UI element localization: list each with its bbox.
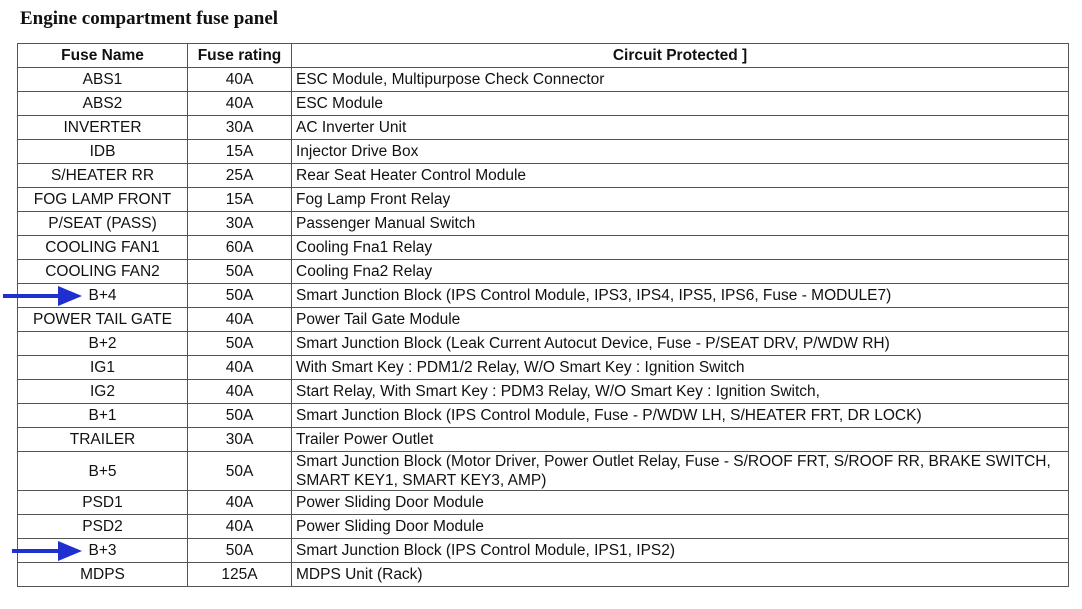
- fuse-name-cell: IDB: [17, 139, 188, 164]
- table-row: B+4 50A Smart Junction Block (IPS Control …: [17, 283, 1069, 308]
- table-row: B+5 50A Smart Junction Block (Motor Driver…: [17, 451, 1069, 491]
- table-row: B+3 50A Smart Junction Block (IPS Control …: [17, 538, 1069, 563]
- circuit-cell: ESC Module: [291, 91, 1069, 116]
- circuit-cell: Injector Drive Box: [291, 139, 1069, 164]
- fuse-name-cell: COOLING FAN1: [17, 235, 188, 260]
- header-fuse-name: Fuse Name: [17, 43, 188, 68]
- fuse-rating-cell: 30A: [187, 427, 292, 452]
- table-row: TRAILER 30A Trailer Power Outlet: [17, 427, 1069, 452]
- fuse-name-cell: POWER TAIL GATE: [17, 307, 188, 332]
- fuse-rating-cell: 40A: [187, 307, 292, 332]
- circuit-cell: Cooling Fna2 Relay: [291, 259, 1069, 284]
- fuse-rating-cell: 50A: [187, 451, 292, 491]
- fuse-name-cell: COOLING FAN2: [17, 259, 188, 284]
- fuse-name-cell: B+5: [17, 451, 188, 491]
- table-header-row: Fuse Name Fuse rating Circuit Protected …: [17, 43, 1069, 68]
- fuse-name-cell: S/HEATER RR: [17, 163, 188, 188]
- circuit-cell: Rear Seat Heater Control Module: [291, 163, 1069, 188]
- table-row: MDPS 125A MDPS Unit (Rack): [17, 562, 1069, 587]
- fuse-name-cell: TRAILER: [17, 427, 188, 452]
- header-fuse-rating: Fuse rating: [187, 43, 292, 68]
- table-row: IG2 40A Start Relay, With Smart Key : PDM3…: [17, 379, 1069, 404]
- circuit-cell: Power Sliding Door Module: [291, 514, 1069, 539]
- circuit-cell: Power Sliding Door Module: [291, 490, 1069, 515]
- circuit-cell: Smart Junction Block (IPS Control Module…: [291, 283, 1069, 308]
- fuse-name-cell: P/SEAT (PASS): [17, 211, 188, 236]
- table-row: ABS1 40A ESC Module, Multipurpose Check Co…: [17, 67, 1069, 92]
- fuse-rating-cell: 15A: [187, 187, 292, 212]
- circuit-cell: ESC Module, Multipurpose Check Connector: [291, 67, 1069, 92]
- table-row: INVERTER 30A AC Inverter Unit: [17, 115, 1069, 140]
- table-row: B+2 50A Smart Junction Block (Leak Current…: [17, 331, 1069, 356]
- fuse-name-cell: ABS1: [17, 67, 188, 92]
- table-row: P/SEAT (PASS) 30A Passenger Manual Switch: [17, 211, 1069, 236]
- table-row: IDB 15A Injector Drive Box: [17, 139, 1069, 164]
- fuse-name-cell: IG2: [17, 379, 188, 404]
- fuse-rating-cell: 30A: [187, 211, 292, 236]
- circuit-cell: MDPS Unit (Rack): [291, 562, 1069, 587]
- fuse-name-cell: PSD1: [17, 490, 188, 515]
- fuse-rating-cell: 40A: [187, 379, 292, 404]
- fuse-rating-cell: 50A: [187, 283, 292, 308]
- circuit-cell: With Smart Key : PDM1/2 Relay, W/O Smart…: [291, 355, 1069, 380]
- fuse-rating-cell: 60A: [187, 235, 292, 260]
- table-row: COOLING FAN1 60A Cooling Fna1 Relay: [17, 235, 1069, 260]
- fuse-rating-cell: 40A: [187, 355, 292, 380]
- circuit-cell: Power Tail Gate Module: [291, 307, 1069, 332]
- table-row: S/HEATER RR 25A Rear Seat Heater Control M…: [17, 163, 1069, 188]
- table-row: B+1 50A Smart Junction Block (IPS Control …: [17, 403, 1069, 428]
- fuse-rating-cell: 40A: [187, 67, 292, 92]
- fuse-rating-cell: 30A: [187, 115, 292, 140]
- circuit-cell: AC Inverter Unit: [291, 115, 1069, 140]
- fuse-name-cell: INVERTER: [17, 115, 188, 140]
- circuit-cell: Smart Junction Block (IPS Control Module…: [291, 538, 1069, 563]
- fuse-rating-cell: 40A: [187, 490, 292, 515]
- table-row: PSD2 40A Power Sliding Door Module: [17, 514, 1069, 539]
- circuit-cell: Start Relay, With Smart Key : PDM3 Relay…: [291, 379, 1069, 404]
- circuit-cell: Passenger Manual Switch: [291, 211, 1069, 236]
- header-circuit-protected: Circuit Protected ]: [291, 43, 1069, 68]
- fuse-name-cell: IG1: [17, 355, 188, 380]
- table-row: IG1 40A With Smart Key : PDM1/2 Relay, W/O…: [17, 355, 1069, 380]
- fuse-name-cell: B+2: [17, 331, 188, 356]
- fuse-rating-cell: 15A: [187, 139, 292, 164]
- circuit-cell: Smart Junction Block (IPS Control Module…: [291, 403, 1069, 428]
- table-row: FOG LAMP FRONT 15A Fog Lamp Front Relay: [17, 187, 1069, 212]
- table-row: POWER TAIL GATE 40A Power Tail Gate Module: [17, 307, 1069, 332]
- circuit-cell: Trailer Power Outlet: [291, 427, 1069, 452]
- circuit-cell: Smart Junction Block (Motor Driver, Powe…: [291, 451, 1069, 491]
- fuse-rating-cell: 50A: [187, 538, 292, 563]
- fuse-rating-cell: 50A: [187, 403, 292, 428]
- fuse-rating-cell: 50A: [187, 259, 292, 284]
- fuse-rating-cell: 125A: [187, 562, 292, 587]
- table-row: PSD1 40A Power Sliding Door Module: [17, 490, 1069, 515]
- fuse-name-cell: PSD2: [17, 514, 188, 539]
- fuse-rating-cell: 40A: [187, 91, 292, 116]
- fuse-rating-cell: 40A: [187, 514, 292, 539]
- circuit-cell: Cooling Fna1 Relay: [291, 235, 1069, 260]
- fuse-name-cell: B+1: [17, 403, 188, 428]
- table-row: COOLING FAN2 50A Cooling Fna2 Relay: [17, 259, 1069, 284]
- fuse-name-cell: FOG LAMP FRONT: [17, 187, 188, 212]
- circuit-cell: Fog Lamp Front Relay: [291, 187, 1069, 212]
- fuse-table: Fuse Name Fuse rating Circuit Protected …: [17, 43, 1069, 587]
- fuse-rating-cell: 50A: [187, 331, 292, 356]
- table-row: ABS2 40A ESC Module: [17, 91, 1069, 116]
- circuit-cell: Smart Junction Block (Leak Current Autoc…: [291, 331, 1069, 356]
- page-title: Engine compartment fuse panel: [20, 8, 279, 29]
- fuse-name-cell: ABS2: [17, 91, 188, 116]
- fuse-rating-cell: 25A: [187, 163, 292, 188]
- fuse-name-cell: MDPS: [17, 562, 188, 587]
